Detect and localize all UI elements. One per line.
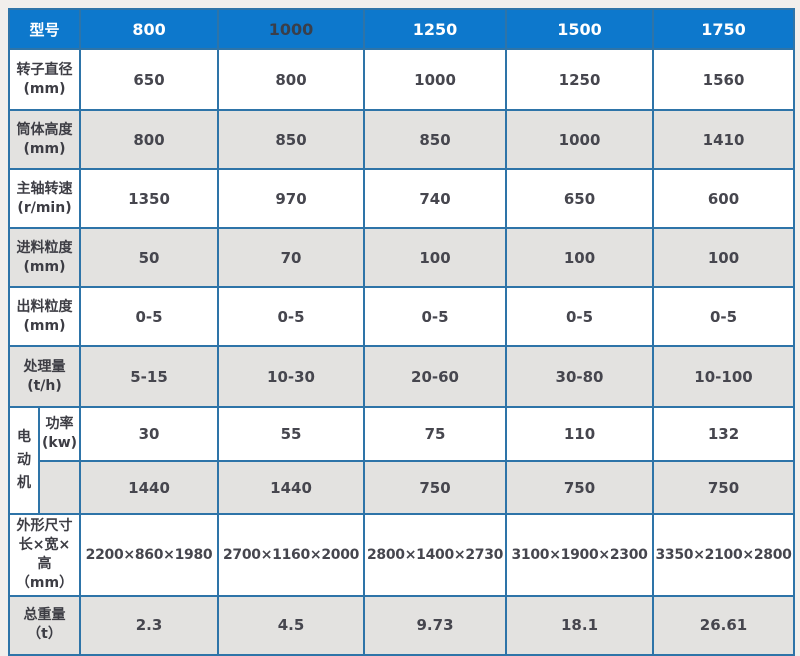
row-label-cell: 进料粒度 (mm) [7, 227, 82, 288]
value-cell: 650 [79, 48, 220, 111]
table-row-rotor-diameter: 转子直径 (mm) 650 800 1000 1250 1560 [7, 48, 796, 111]
header-row: 型号 800 1000 1250 1500 1750 [7, 8, 796, 50]
value-cell: 18.1 [505, 594, 655, 656]
row-label: 进料粒度 [16, 239, 73, 256]
model-header-cell: 1000 [217, 8, 366, 50]
value-cell: 850 [217, 109, 366, 170]
row-unit: (r/min) [17, 199, 72, 216]
row-label: 转子直径 [16, 61, 73, 78]
value-cell: 600 [652, 168, 796, 229]
value-cell: 10-30 [217, 345, 366, 408]
row-label-cell: 出料粒度 (mm) [7, 286, 82, 347]
value-cell: 1350 [79, 168, 220, 229]
value-cell: 850 [363, 109, 508, 170]
table-row-motor-speed: 1440 1440 750 750 750 [9, 460, 796, 515]
row-label-cell: 转子直径 (mm) [7, 48, 82, 111]
value-cell: 20-60 [363, 345, 508, 408]
value-cell: 55 [217, 406, 366, 462]
value-cell: 10-100 [652, 345, 796, 408]
value-cell: 750 [652, 460, 796, 515]
value-cell: 2800×1400×2730 [363, 513, 508, 597]
value-cell: 100 [652, 227, 796, 288]
weight-label-cell: 总重量 （t） [7, 594, 82, 656]
model-header-label: 型号 [7, 8, 82, 50]
value-cell: 1000 [505, 109, 655, 170]
value-cell: 0-5 [217, 286, 366, 347]
value-cell: 9.73 [363, 594, 508, 656]
weight-unit: （t） [27, 626, 62, 643]
value-cell: 1440 [217, 460, 366, 515]
value-cell: 110 [505, 406, 655, 462]
value-cell: 0-5 [363, 286, 508, 347]
value-cell: 750 [505, 460, 655, 515]
value-cell: 1000 [363, 48, 508, 111]
row-unit: (mm) [23, 80, 66, 97]
value-cell: 1250 [505, 48, 655, 111]
value-cell: 750 [363, 460, 508, 515]
row-unit: (mm) [23, 317, 66, 334]
value-cell: 1410 [652, 109, 796, 170]
row-label: 处理量 [23, 358, 66, 375]
table-row-dimensions: 外形尺寸 长×宽×高 （mm） 2200×860×1980 2700×1160×… [7, 513, 796, 597]
motor-power-label: 功率 [45, 416, 74, 433]
table-row-motor-power: 电动机 功率 (kw) 30 55 75 110 132 [8, 406, 796, 515]
value-cell: 100 [363, 227, 508, 288]
row-label: 筒体高度 [16, 121, 73, 138]
row-label-cell: 主轴转速 (r/min) [7, 168, 82, 229]
value-cell: 1560 [652, 48, 796, 111]
value-cell: 100 [505, 227, 655, 288]
dimensions-label-line1: 外形尺寸 [16, 518, 73, 534]
value-cell: 70 [217, 227, 366, 288]
table-row-total-weight: 总重量 （t） 2.3 4.5 9.73 18.1 26.61 [7, 594, 796, 656]
value-cell: 800 [217, 48, 366, 111]
value-cell: 30-80 [505, 345, 655, 408]
value-cell: 0-5 [505, 286, 655, 347]
value-cell: 132 [652, 406, 796, 462]
weight-label: 总重量 [23, 607, 66, 624]
value-cell: 2.3 [79, 594, 220, 656]
value-cell: 650 [505, 168, 655, 229]
row-label: 主轴转速 [16, 180, 73, 197]
dimensions-label-cell: 外形尺寸 长×宽×高 （mm） [7, 513, 82, 597]
value-cell: 2200×860×1980 [79, 513, 220, 597]
model-header-cell: 1500 [505, 8, 655, 50]
model-header-cell: 800 [79, 8, 220, 50]
row-unit: (mm) [23, 258, 66, 275]
motor-group-cell: 电动机 [8, 406, 40, 515]
value-cell: 50 [79, 227, 220, 288]
row-label: 出料粒度 [16, 298, 73, 315]
row-label-cell: 筒体高度 (mm) [7, 109, 82, 170]
motor-power-label-cell: 功率 (kw) [37, 406, 82, 462]
table-row-feed-size: 进料粒度 (mm) 50 70 100 100 100 [7, 227, 796, 288]
value-cell: 3350×2100×2800 [652, 513, 796, 597]
value-cell: 4.5 [217, 594, 366, 656]
spec-table: 型号 800 1000 1250 1500 1750 转子直径 (mm) 650… [7, 8, 796, 656]
value-cell: 800 [79, 109, 220, 170]
value-cell: 3100×1900×2300 [505, 513, 655, 597]
value-cell: 2700×1160×2000 [217, 513, 366, 597]
value-cell: 970 [217, 168, 366, 229]
table-row-spindle-speed: 主轴转速 (r/min) 1350 970 740 650 600 [7, 168, 796, 229]
value-cell: 5-15 [79, 345, 220, 408]
motor-speed-label-cell [37, 460, 82, 515]
value-cell: 0-5 [79, 286, 220, 347]
value-cell: 75 [363, 406, 508, 462]
motor-power-unit: (kw) [41, 435, 78, 451]
table-row-capacity: 处理量 (t/h) 5-15 10-30 20-60 30-80 10-100 [7, 345, 796, 408]
row-unit: (t/h) [27, 377, 62, 394]
row-label-cell: 处理量 (t/h) [7, 345, 82, 408]
value-cell: 740 [363, 168, 508, 229]
dimensions-label-line3: （mm） [15, 574, 74, 591]
value-cell: 26.61 [652, 594, 796, 656]
value-cell: 0-5 [652, 286, 796, 347]
value-cell: 30 [79, 406, 220, 462]
row-unit: (mm) [23, 140, 66, 157]
dimensions-label-line2: 长×宽×高 [18, 536, 71, 572]
model-header-cell: 1750 [652, 8, 796, 50]
value-cell: 1440 [79, 460, 220, 515]
table-row-cylinder-height: 筒体高度 (mm) 800 850 850 1000 1410 [7, 109, 796, 170]
model-header-cell: 1250 [363, 8, 508, 50]
table-row-discharge-size: 出料粒度 (mm) 0-5 0-5 0-5 0-5 0-5 [7, 286, 796, 347]
